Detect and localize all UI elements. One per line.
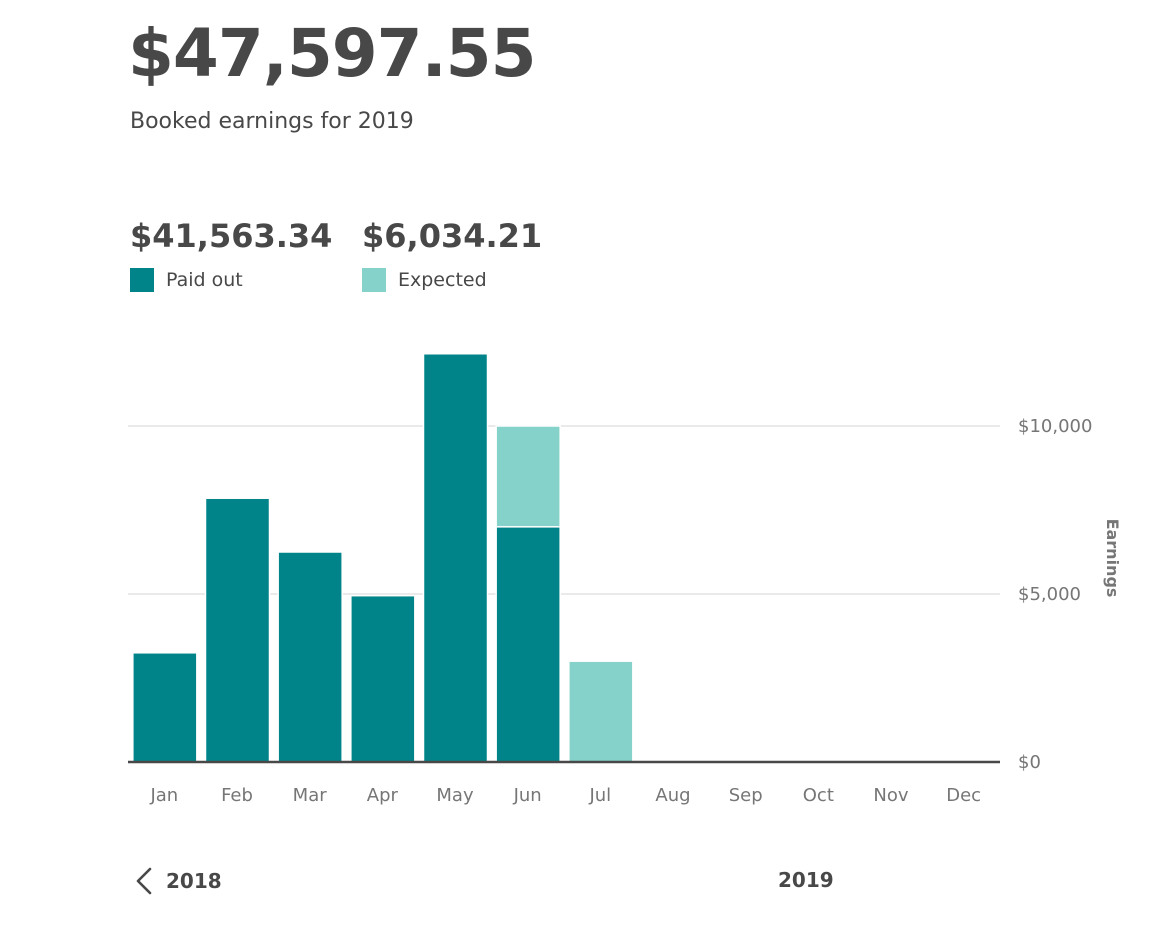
x-tick-label: Mar — [293, 785, 328, 806]
previous-year-button[interactable]: 2018 — [130, 864, 222, 898]
paid-out-swatch — [130, 268, 154, 292]
x-tick-label: Oct — [803, 785, 834, 806]
bar-paid-out — [204, 497, 271, 763]
expected-amount: $6,034.21 — [362, 217, 543, 255]
bar-paid-out — [277, 551, 343, 763]
y-tick-label: $10,000 — [1018, 416, 1092, 437]
x-tick-label: Jul — [588, 785, 611, 806]
paid-out-summary: $41,563.34 Paid out — [130, 214, 332, 292]
x-tick-label: Dec — [946, 785, 981, 806]
paid-out-amount: $41,563.34 — [130, 217, 333, 255]
bar-paid-out — [495, 526, 561, 763]
expected-label: Expected — [398, 269, 487, 291]
earnings-chart: $0 $5,000 $10,000 Jan Feb Mar Apr May Jun Jul Aug S… — [128, 353, 1122, 806]
expected-legend: Expected — [362, 268, 542, 292]
current-year-label: 2019 — [778, 868, 834, 892]
y-axis-title: Earnings — [1103, 519, 1122, 598]
x-tick-label: Sep — [729, 785, 763, 806]
x-tick-label: May — [436, 785, 474, 806]
expected-summary: $6,034.21 Expected — [362, 214, 542, 292]
chevron-left-icon — [136, 867, 152, 895]
bar-paid-out — [350, 594, 416, 763]
expected-swatch — [362, 268, 386, 292]
y-tick-label: $0 — [1018, 752, 1041, 773]
bar-paid-out — [422, 353, 489, 763]
x-tick-label: Aug — [655, 785, 690, 806]
x-tick-label: Feb — [221, 785, 253, 806]
bar-expected — [568, 660, 634, 763]
x-tick-label: Jan — [149, 785, 178, 806]
x-tick-label: Jun — [513, 785, 542, 806]
previous-year-label: 2018 — [166, 869, 222, 893]
y-tick-label: $5,000 — [1018, 584, 1081, 605]
bar-paid-out — [132, 652, 198, 763]
paid-out-legend: Paid out — [130, 268, 332, 292]
earnings-subtitle: Booked earnings for 2019 — [130, 109, 414, 134]
x-tick-label: Apr — [367, 785, 399, 806]
paid-out-label: Paid out — [166, 269, 243, 291]
x-tick-label: Nov — [873, 785, 908, 806]
total-earnings: $47,597.55 — [128, 15, 537, 92]
bar-expected — [495, 425, 561, 528]
